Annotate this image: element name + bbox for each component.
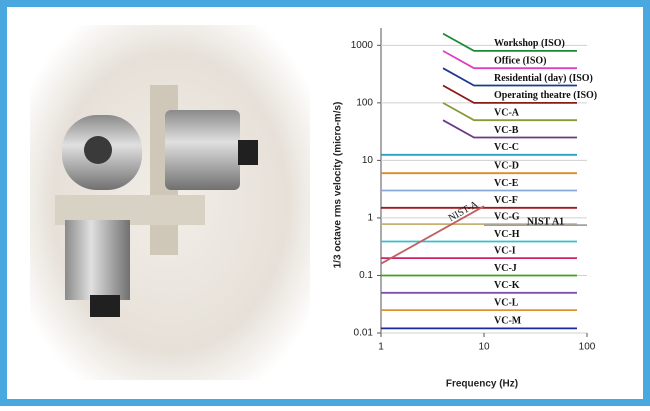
x-axis-label: Frequency (Hz) <box>446 379 518 390</box>
series-label: VC-L <box>494 297 519 308</box>
series-line <box>442 119 577 139</box>
y-tick-label: 1000 <box>351 40 374 51</box>
series-label: Operating theatre (ISO) <box>494 90 597 101</box>
series-line <box>442 50 577 70</box>
y-tick-label: 0.1 <box>359 270 373 281</box>
series-label: VC-K <box>494 280 520 291</box>
series-label: VC-G <box>494 211 520 222</box>
x-tick-label: 1 <box>378 342 384 353</box>
x-tick-label: 10 <box>478 342 490 353</box>
series-label: Workshop (ISO) <box>494 38 565 49</box>
series-label: Residential (day) (ISO) <box>494 73 593 84</box>
y-axis-label: 1/3 octave rms velocity (micro-m/s) <box>333 102 344 269</box>
series-line <box>380 205 485 265</box>
series-label: VC-B <box>494 125 519 136</box>
y-tick-label: 0.01 <box>354 328 374 339</box>
series-label: VC-F <box>494 195 518 206</box>
series-label: VC-M <box>494 316 522 327</box>
series-label: Office (ISO) <box>494 56 547 67</box>
series-line <box>442 84 577 104</box>
series-label: VC-D <box>494 160 519 171</box>
series-line <box>442 102 577 122</box>
series-line <box>442 67 577 87</box>
series-line <box>442 32 577 52</box>
series-label: VC-E <box>494 178 519 189</box>
series-label: VC-J <box>494 263 517 274</box>
chart: Frequency (Hz) 1/3 octave rms velocity (… <box>333 28 597 390</box>
y-tick-label: 10 <box>362 155 374 166</box>
x-tick-label: 100 <box>579 342 596 353</box>
sensor-photo <box>30 25 310 380</box>
y-tick-label: 1 <box>367 213 373 224</box>
series-label: VC-C <box>494 142 519 153</box>
series-label: VC-H <box>494 229 520 240</box>
series-label: VC-I <box>494 245 516 256</box>
series-label: VC-A <box>494 107 520 118</box>
y-tick-label: 100 <box>356 97 373 108</box>
series-label: NIST A1 <box>527 216 564 227</box>
